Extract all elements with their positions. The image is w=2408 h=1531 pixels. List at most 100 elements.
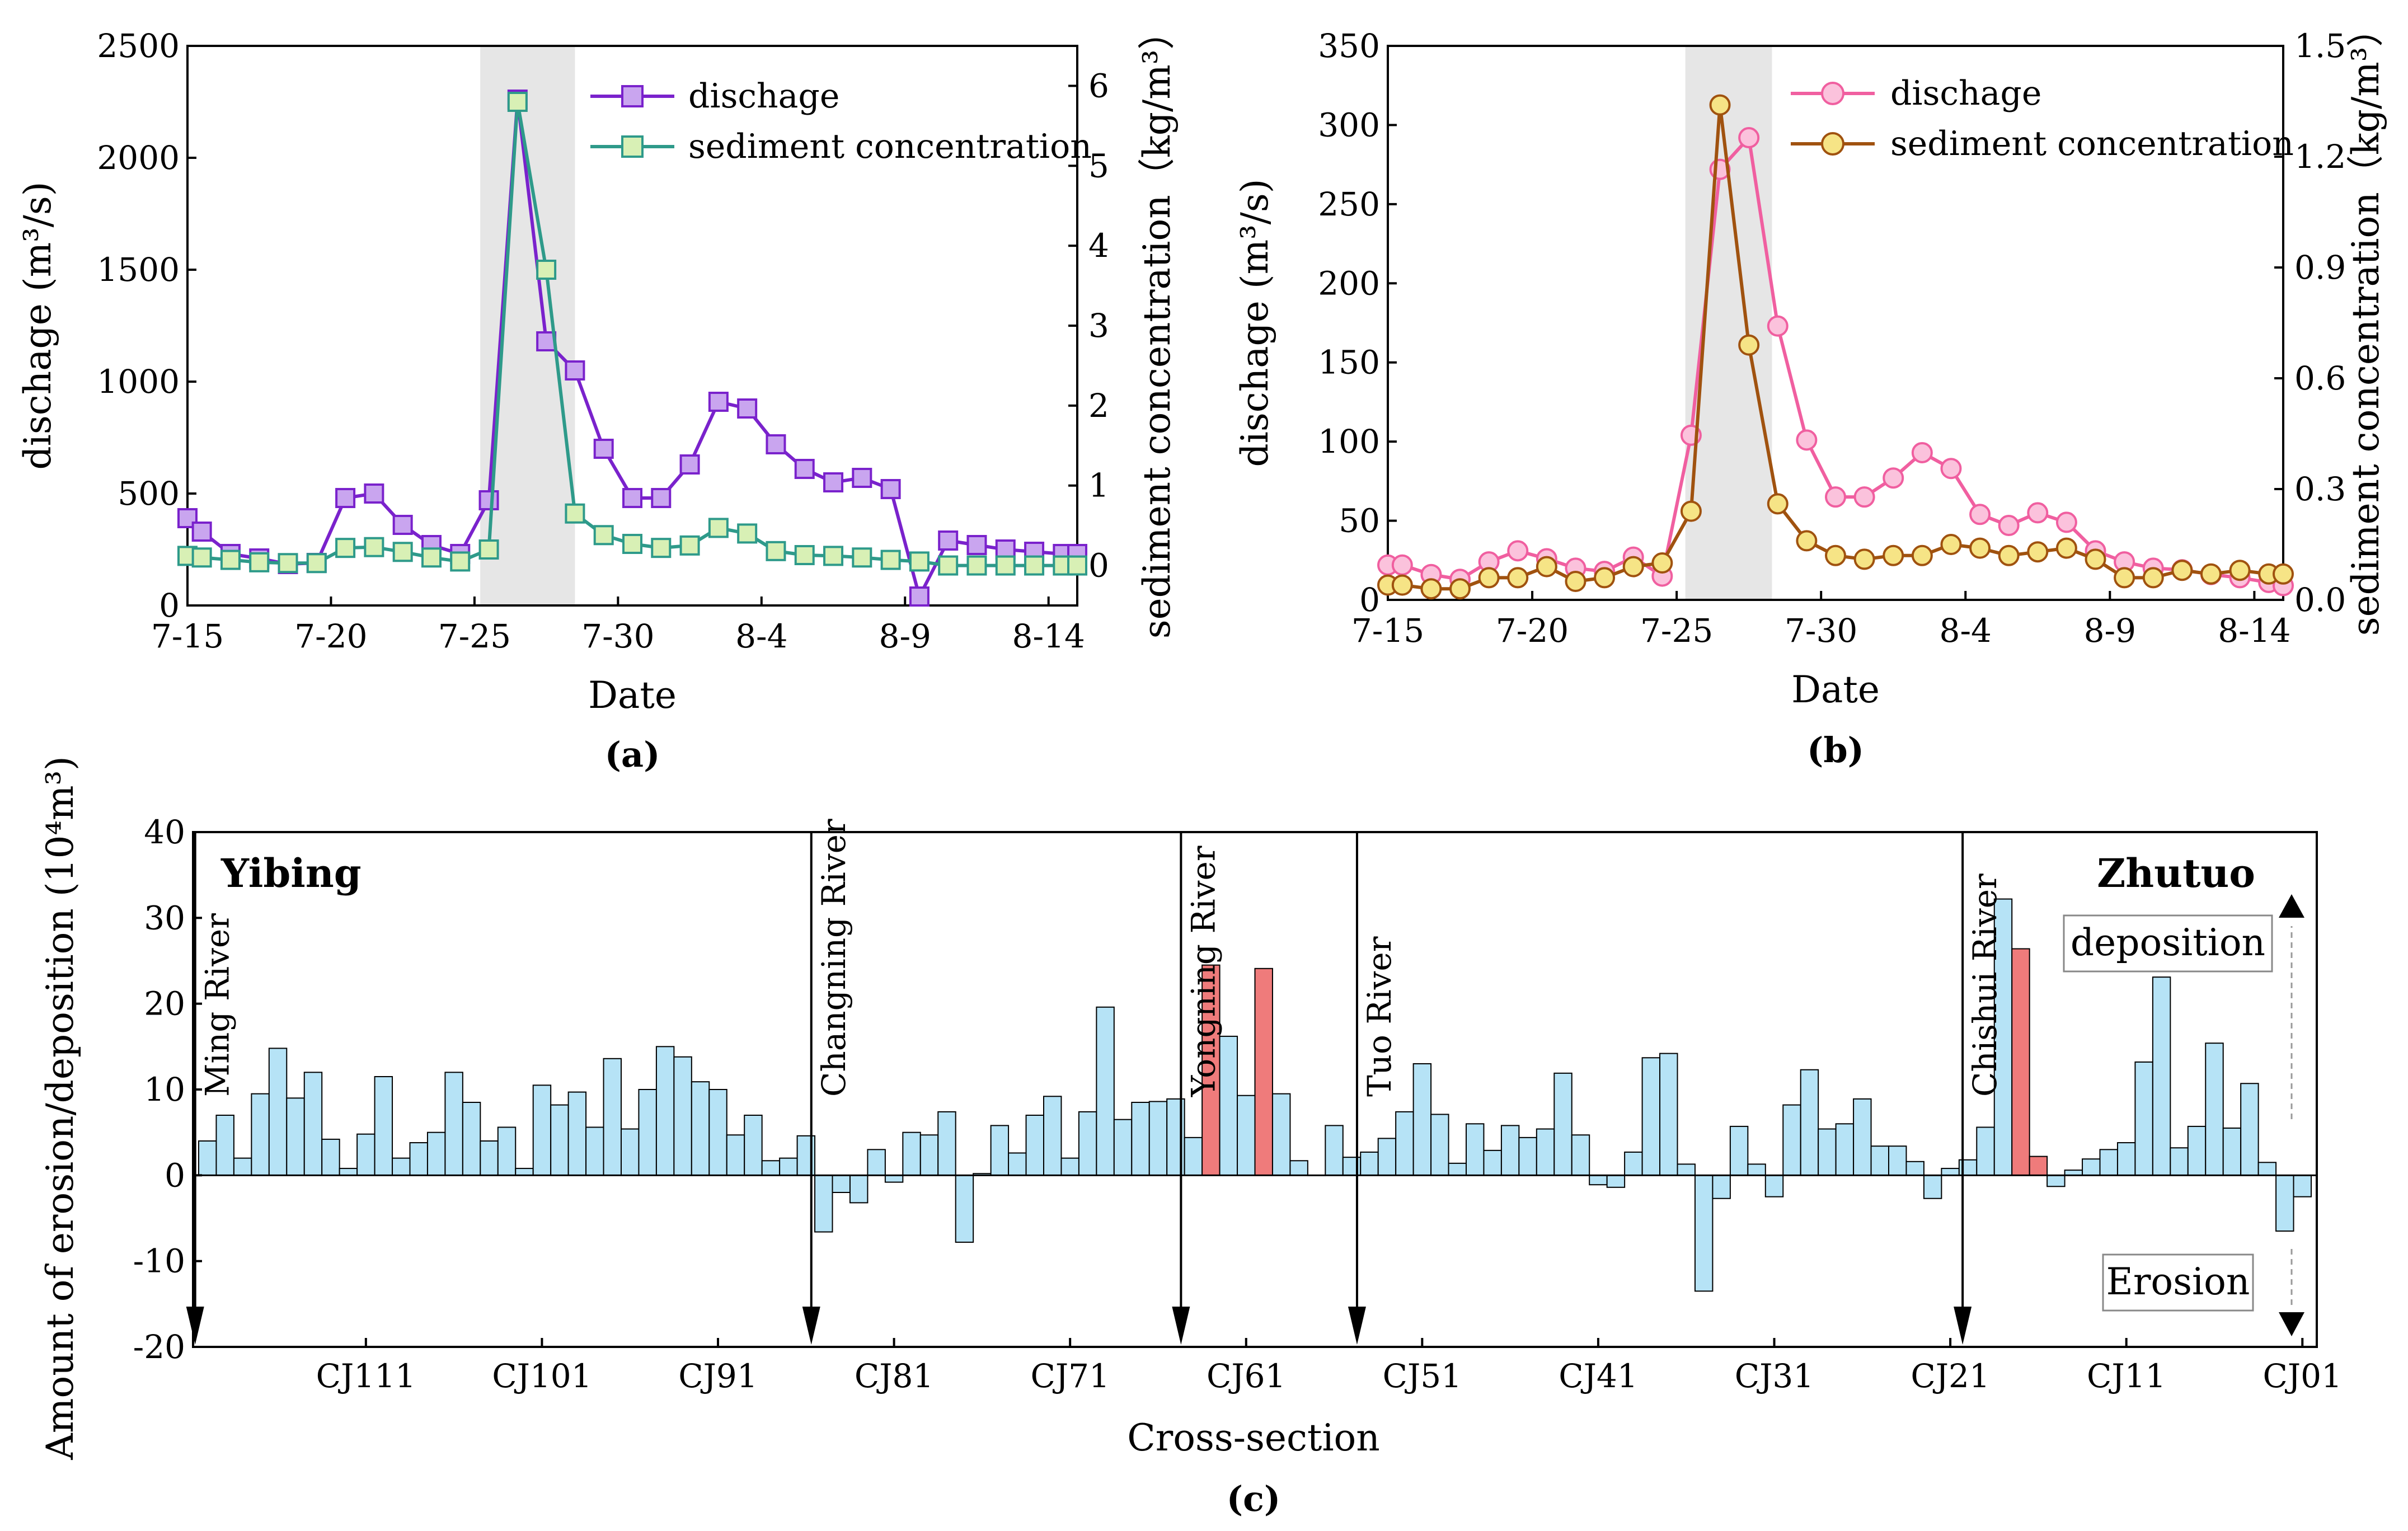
x-axis: 7-15 7-20 7-25 7-30 8-4 8-9 8-14 — [1351, 591, 2291, 650]
data-point — [1767, 493, 1789, 515]
highlight-band — [480, 46, 575, 605]
legend: dischage sediment concentration — [1791, 74, 2294, 163]
tributary-dividers: Ming River Changning River Yongning River T… — [186, 819, 2004, 1345]
panel-a: 0 500 1000 1500 2000 2500 0 1 2 3 4 5 6 7-15 7-20 7-2… — [16, 13, 1179, 775]
end-station-label: Zhutuo — [2097, 850, 2255, 896]
data-point — [2055, 537, 2077, 559]
data-point — [1622, 556, 1644, 577]
bar — [374, 1076, 393, 1176]
bar — [1360, 1151, 1379, 1176]
data-point — [2142, 567, 2164, 589]
data-point — [852, 547, 872, 568]
data-point — [995, 555, 1016, 576]
panel-c: Ming River Changning River Yongning River T… — [39, 756, 2342, 1519]
data-point — [392, 515, 413, 535]
data-point — [1969, 537, 1991, 559]
y-axis-label: dischage (m³/s) — [1233, 179, 1276, 467]
data-point — [1536, 556, 1557, 577]
data-point — [966, 555, 987, 576]
data-point — [536, 260, 557, 280]
bar — [2187, 1125, 2207, 1176]
right-y-axis: 0 1 2 3 4 5 6 — [1068, 67, 1109, 585]
data-point — [1651, 552, 1673, 574]
bar — [1606, 1175, 1626, 1188]
x-tick-label: CJ81 — [855, 1357, 933, 1395]
bar — [462, 1102, 481, 1176]
data-point — [1940, 458, 1962, 480]
data-point — [909, 551, 930, 572]
legend-label-dischage: dischage — [1890, 74, 2041, 113]
data-point — [1391, 574, 1413, 596]
data-point — [278, 553, 298, 574]
data-point — [249, 552, 270, 572]
bar — [215, 1115, 234, 1176]
legend-label-sediment: sediment concentration — [1890, 124, 2294, 163]
bar — [1025, 1115, 1044, 1176]
x-tick-label: CJ101 — [492, 1357, 592, 1395]
bar — [1747, 1163, 1766, 1176]
y-tick-label: 0 — [165, 1156, 185, 1194]
bar — [2152, 976, 2171, 1176]
bar — [1905, 1161, 1924, 1176]
x-tick-label: CJ11 — [2087, 1357, 2166, 1395]
bar — [1712, 1175, 1731, 1199]
erosion-arrow-icon — [2279, 1312, 2304, 1336]
bar — [1008, 1152, 1027, 1176]
erosion-label: Erosion — [2106, 1260, 2250, 1303]
data-point — [679, 454, 700, 475]
bar — [1694, 1175, 1714, 1292]
bar — [1131, 1102, 1150, 1176]
data-point — [364, 537, 384, 557]
tributary-label: Tuo River — [1360, 936, 1398, 1097]
panel-label: (c) — [1227, 1478, 1280, 1519]
data-point — [1709, 94, 1731, 116]
x-tick-label: CJ21 — [1911, 1357, 1989, 1395]
data-point — [335, 488, 356, 508]
x-tick-label: 8-4 — [735, 617, 787, 655]
data-point — [737, 398, 758, 419]
bar — [603, 1058, 622, 1176]
y2-axis-label: sediment concentration（kg/m³） — [1135, 13, 1179, 639]
data-point — [1883, 467, 1904, 489]
x-tick-label: 7-30 — [581, 617, 654, 655]
data-point — [364, 483, 384, 504]
bar — [356, 1133, 375, 1176]
bar — [990, 1125, 1010, 1176]
y2-tick-label: 3 — [1088, 307, 1109, 345]
x-tick-label: CJ31 — [1735, 1357, 1814, 1395]
bar — [919, 1134, 939, 1176]
legend-marker-dischage — [621, 85, 644, 107]
data-point — [335, 538, 356, 558]
y-tick-label: 200 — [1318, 264, 1380, 302]
bar — [426, 1131, 446, 1176]
data-point — [220, 550, 241, 570]
data-point — [1767, 315, 1789, 337]
bar — [585, 1126, 604, 1176]
y-tick-label: 300 — [1318, 106, 1380, 144]
y2-tick-label: 2 — [1088, 387, 1109, 425]
tributary-label: Ming River — [199, 913, 237, 1097]
data-point — [2171, 560, 2193, 581]
x-axis: CJ111 CJ101 CJ91 CJ81 CJ71 CJ61 CJ51 CJ41 CJ31 CJ… — [316, 1338, 2342, 1395]
data-point — [1969, 504, 1991, 525]
series-line-sediment — [1388, 103, 2283, 591]
bar — [268, 1048, 288, 1176]
bar — [409, 1142, 428, 1176]
data-point — [708, 392, 729, 412]
data-point — [1420, 578, 1442, 600]
bar — [2170, 1147, 2189, 1176]
data-point — [880, 479, 901, 499]
x-axis-label: Date — [1791, 668, 1880, 711]
x-tick-label: 8-9 — [2084, 612, 2136, 650]
y2-tick-label: 5 — [1088, 147, 1109, 185]
deposition-label: deposition — [2071, 921, 2265, 964]
bar — [1976, 1126, 1995, 1176]
data-point — [2085, 548, 2106, 570]
bar — [497, 1126, 517, 1176]
bar — [2222, 1128, 2242, 1176]
bar — [779, 1157, 798, 1176]
x-tick-label: 7-15 — [151, 617, 224, 655]
erosion-box — [2102, 1253, 2254, 1312]
bar — [849, 1175, 869, 1204]
bar — [1096, 1006, 1115, 1176]
